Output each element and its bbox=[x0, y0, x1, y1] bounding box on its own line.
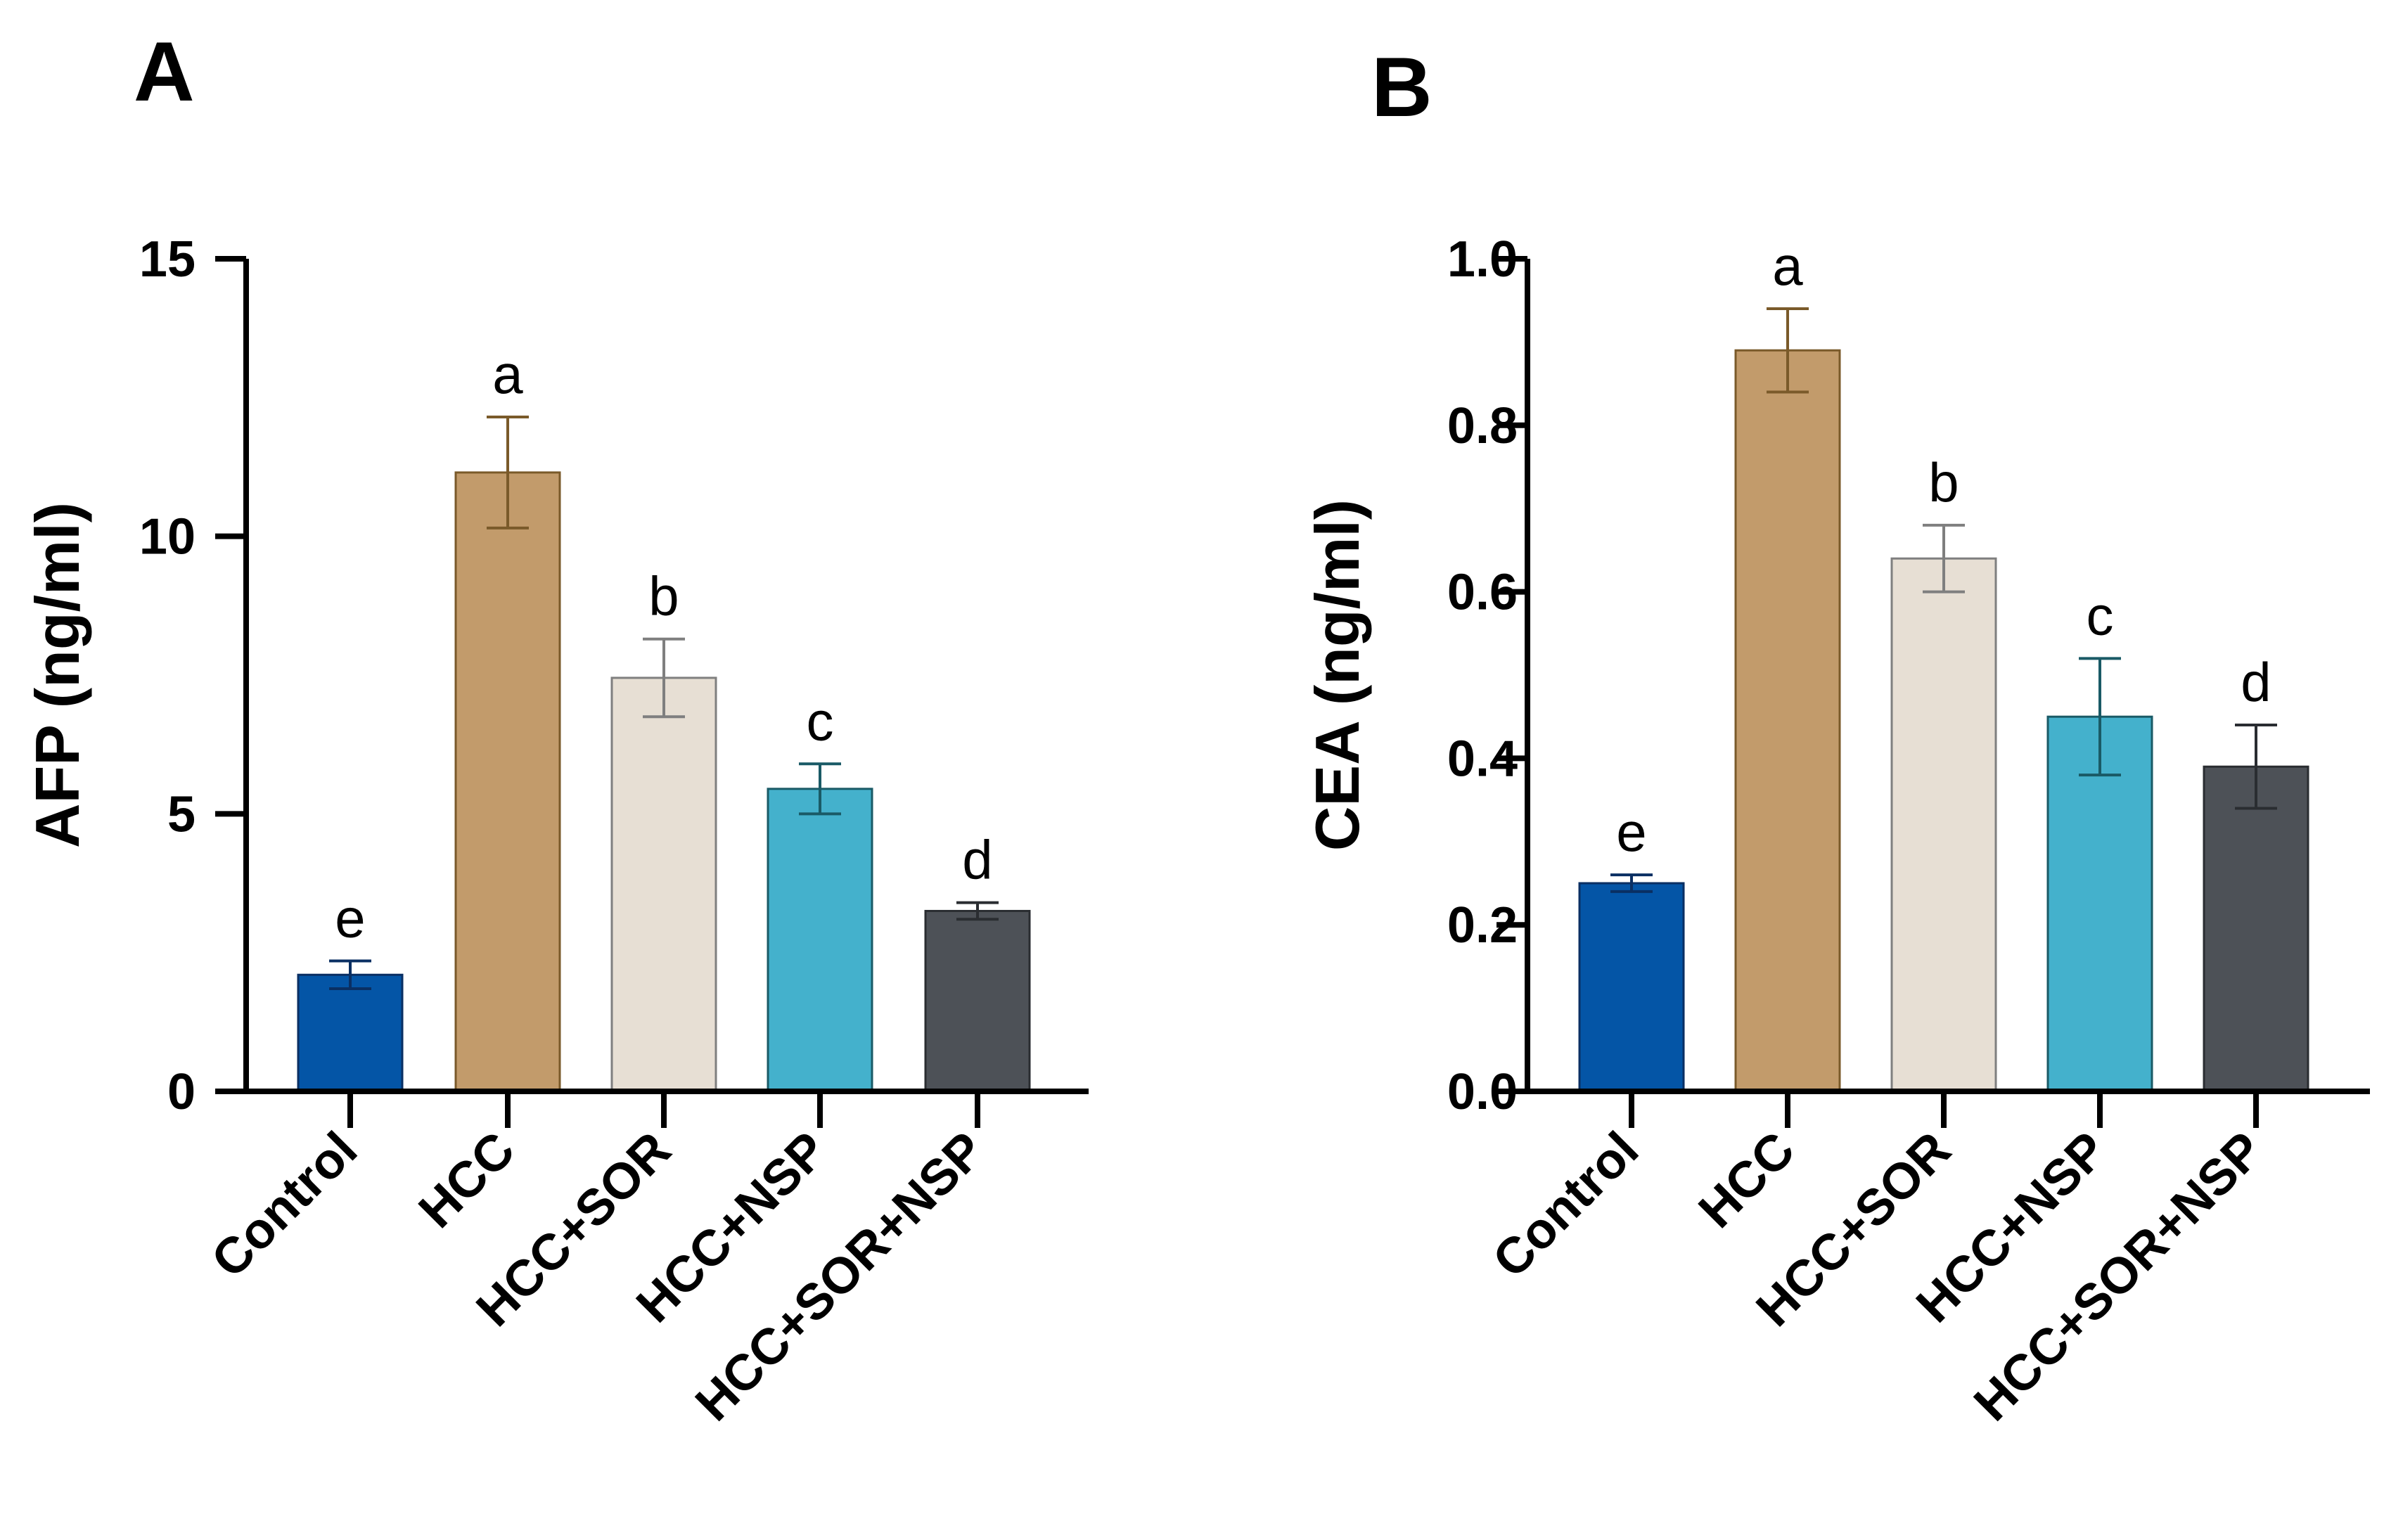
panel-b-bar-3 bbox=[2046, 715, 2153, 1093]
panel-b-ytick-label-4: 0.8 bbox=[1447, 398, 1518, 454]
panel-a-bar-2 bbox=[610, 676, 717, 1093]
panel-a-bar-4 bbox=[924, 909, 1031, 1093]
panel-a-significance-0: e bbox=[335, 887, 365, 949]
panel-a-xtick-label-0: Control bbox=[201, 1122, 369, 1289]
panel-a-bar-3 bbox=[767, 788, 873, 1093]
panel-b-significance-4: d bbox=[2241, 651, 2271, 713]
panel-b-bar-0 bbox=[1578, 882, 1685, 1093]
panel-a-ytick-label-3: 15 bbox=[139, 231, 196, 288]
panel-b-significance-2: b bbox=[1928, 451, 1959, 513]
panel-a-significance-4: d bbox=[962, 829, 992, 891]
panel-b-ytick-label-3: 0.6 bbox=[1447, 565, 1518, 621]
panel-a-label: A bbox=[134, 25, 195, 119]
panel-a-xtick-label-4: HCC+SOR+NSP bbox=[685, 1122, 995, 1432]
panel-b-ytick-label-2: 0.4 bbox=[1447, 731, 1518, 787]
panel-b-xtick-label-0: Control bbox=[1482, 1122, 1650, 1289]
panel-b-bar-1 bbox=[1734, 349, 1841, 1093]
panel-b-ytick-label-1: 0.2 bbox=[1447, 897, 1518, 954]
panel-b-bar-2 bbox=[1890, 557, 1997, 1093]
panel-b-bar-4 bbox=[2203, 765, 2309, 1093]
panel-b-ytick-label-5: 1.0 bbox=[1447, 231, 1518, 288]
panel-a-ytick-label-0: 0 bbox=[167, 1064, 196, 1120]
panel-b-xtick-label-1: HCC bbox=[1688, 1122, 1805, 1239]
panel-b-significance-0: e bbox=[1616, 801, 1646, 863]
panel-a-significance-1: a bbox=[492, 343, 523, 405]
panel-a-bar-0 bbox=[297, 973, 404, 1093]
panel-b-label: B bbox=[1371, 40, 1433, 134]
panel-b-ylabel: CEA (ng/ml) bbox=[1302, 499, 1372, 851]
panel-a-ylabel: AFP (ng/ml) bbox=[23, 502, 92, 848]
panel-a-significance-3: c bbox=[807, 690, 834, 752]
panel-b-significance-1: a bbox=[1772, 235, 1803, 297]
panel-a-xtick-label-1: HCC bbox=[408, 1122, 525, 1239]
panel-b: B CEA (ng/ml) eControlaHCCbHCC+SORcHCC+NS… bbox=[1302, 40, 2370, 1432]
panel-b-xtick-label-4: HCC+SOR+NSP bbox=[1963, 1122, 2274, 1432]
panel-a-bar-1 bbox=[454, 471, 561, 1093]
panel-a-ytick-label-2: 10 bbox=[139, 509, 196, 565]
panel-a-significance-2: b bbox=[648, 565, 679, 627]
panel-b-significance-3: c bbox=[2087, 584, 2114, 646]
panel-a-ytick-label-1: 5 bbox=[167, 786, 196, 842]
panel-a: A AFP (ng/ml)eControlaHCCbHCC+SORcHCC+NS… bbox=[23, 25, 1089, 1432]
panel-b-ytick-label-0: 0.0 bbox=[1447, 1064, 1518, 1120]
